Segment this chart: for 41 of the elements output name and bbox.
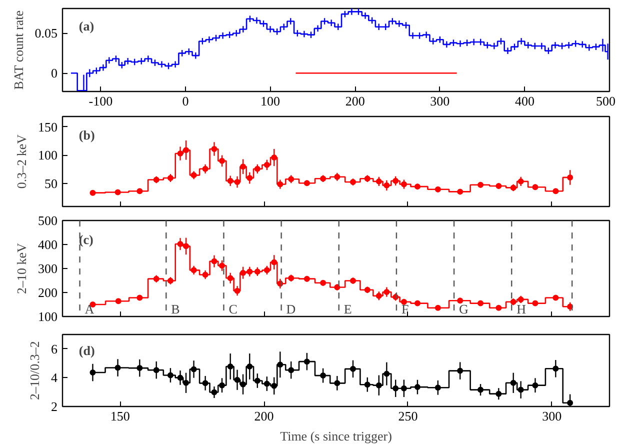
x-tick-label: 0	[182, 94, 189, 108]
y-axis-title: 2–10 keV	[14, 242, 29, 294]
annotation: (a)	[78, 18, 94, 34]
y-tick-label: 0.05	[34, 26, 58, 41]
annotation: (d)	[78, 343, 95, 358]
ref-line-label: E	[344, 301, 352, 316]
ref-line-label: D	[286, 301, 296, 316]
y-tick-label: 100	[38, 148, 58, 163]
y-tick-label: 6	[51, 341, 58, 356]
x-tick-label: 400	[514, 94, 534, 108]
x-tick-label: 200	[254, 408, 274, 424]
x-axis-title: Time (s since trigger)	[280, 428, 392, 444]
y-tick-label: 150	[38, 119, 58, 134]
ref-line-label: F	[401, 301, 409, 316]
y-tick-label: 0	[51, 66, 58, 81]
x-tick-label: 200	[345, 94, 365, 108]
x-tick-label: 250	[398, 408, 418, 424]
y-axis-title: BAT count rate	[10, 10, 26, 90]
y-tick-label: 2	[51, 399, 58, 414]
ref-line-label: G	[459, 301, 468, 316]
x-tick-label: 300	[542, 408, 562, 424]
ref-line-label: H	[516, 301, 526, 316]
x-tick-label: 300	[430, 94, 450, 108]
y-tick-label: 100	[38, 309, 58, 324]
x-tick-label: 150	[110, 408, 130, 424]
y-tick-label: 50	[44, 176, 58, 192]
ref-line-label: A	[84, 301, 95, 316]
annotation: (b)	[78, 127, 95, 142]
x-tick-label: -100	[88, 94, 113, 108]
y-tick-label: 400	[38, 237, 58, 252]
y-tick-label: 200	[38, 285, 58, 300]
annotation: (c)	[78, 232, 94, 248]
x-tick-label: 100	[260, 94, 280, 108]
y-tick-label: 4	[51, 370, 58, 386]
y-tick-label: 500	[38, 213, 58, 228]
y-axis-title: 2–10/0.3–2	[27, 341, 42, 400]
y-axis-title: 0.3–2 keV	[14, 134, 29, 189]
ref-line-label: C	[228, 301, 238, 316]
y-tick-label: 300	[38, 261, 58, 276]
x-tick-label: 500	[596, 94, 616, 108]
ref-line-label: B	[171, 301, 180, 316]
